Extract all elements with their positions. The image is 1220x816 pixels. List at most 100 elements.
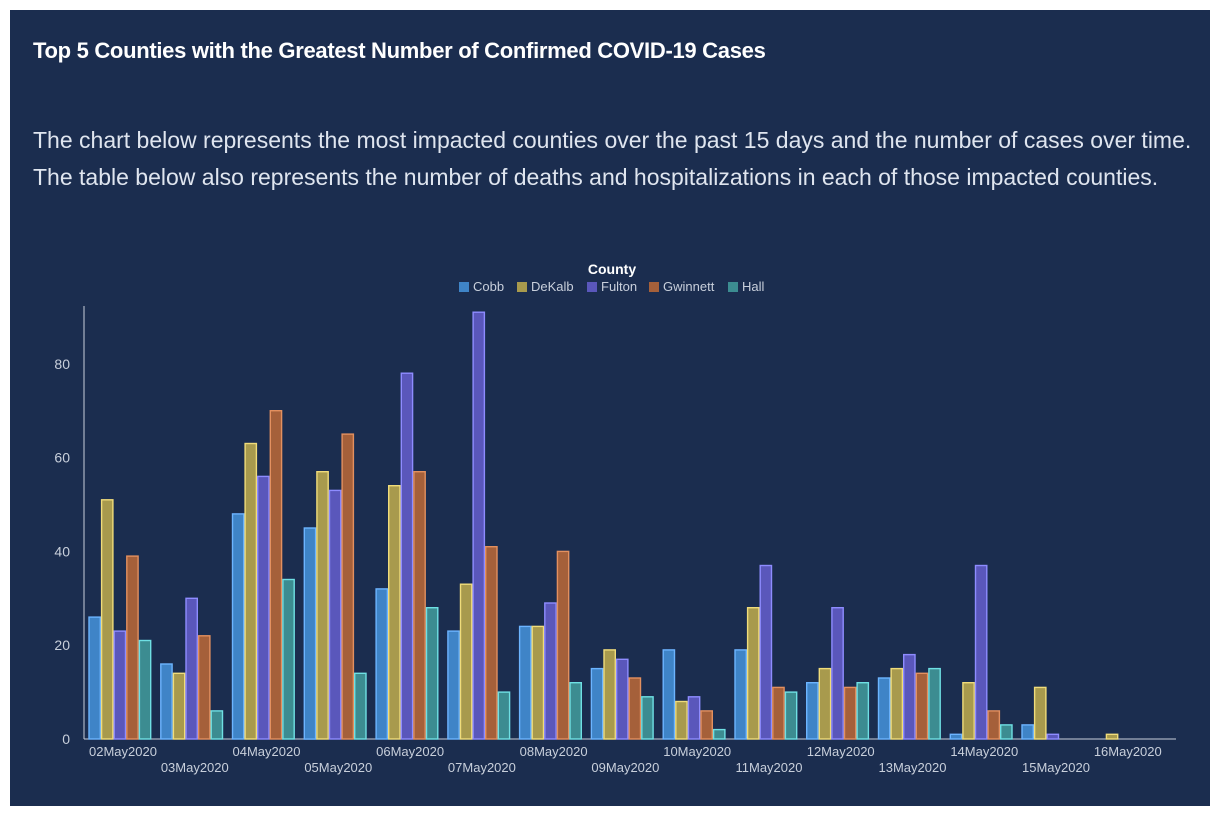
bars[interactable] xyxy=(88,311,1119,740)
bar-hall[interactable] xyxy=(425,607,439,740)
bar-dekalb[interactable] xyxy=(531,625,545,740)
bar-gwinnett[interactable] xyxy=(485,546,498,740)
y-tick-label: 40 xyxy=(54,543,70,559)
x-tick-label: 15May2020 xyxy=(1022,760,1090,775)
bar-hall[interactable] xyxy=(856,682,870,740)
legend-item-gwinnett[interactable]: Gwinnett xyxy=(649,279,715,294)
bar-cobb[interactable] xyxy=(949,733,963,740)
bar-cobb[interactable] xyxy=(231,513,245,740)
x-tick-label: 07May2020 xyxy=(448,760,516,775)
bar-gwinnett[interactable] xyxy=(269,410,283,740)
bar-cobb[interactable] xyxy=(662,649,676,740)
x-tick-label: 13May2020 xyxy=(879,760,947,775)
bar-hall[interactable] xyxy=(354,672,367,740)
bar-cobb[interactable] xyxy=(518,625,532,740)
bar-fulton[interactable] xyxy=(544,602,557,740)
y-tick-label: 60 xyxy=(54,450,70,466)
legend-label: Cobb xyxy=(473,279,504,294)
legend-label: Hall xyxy=(742,279,765,294)
bar-dekalb[interactable] xyxy=(1033,686,1047,740)
chart-description: The chart below represents the most impa… xyxy=(33,127,1192,190)
bar-dekalb[interactable] xyxy=(459,583,473,740)
bar-gwinnett[interactable] xyxy=(556,550,570,740)
bar-dekalb[interactable] xyxy=(890,667,904,740)
legend-swatch xyxy=(649,282,659,292)
x-tick-label: 11May2020 xyxy=(736,760,803,775)
legend-swatch xyxy=(517,282,527,292)
bar-hall[interactable] xyxy=(282,578,295,740)
bar-fulton[interactable] xyxy=(185,597,199,740)
bar-hall[interactable] xyxy=(641,696,654,740)
bar-hall[interactable] xyxy=(138,639,152,740)
bar-hall[interactable] xyxy=(569,682,583,740)
bar-hall[interactable] xyxy=(497,691,511,740)
bar-gwinnett[interactable] xyxy=(843,686,857,740)
bar-dekalb[interactable] xyxy=(1105,733,1119,740)
bar-fulton[interactable] xyxy=(328,489,342,740)
bar-fulton[interactable] xyxy=(615,658,629,740)
bar-cobb[interactable] xyxy=(375,588,389,740)
bar-dekalb[interactable] xyxy=(818,667,832,740)
bar-cobb[interactable] xyxy=(806,682,819,740)
bar-dekalb[interactable] xyxy=(603,649,617,740)
bar-hall[interactable] xyxy=(1000,724,1013,740)
y-tick-label: 80 xyxy=(54,356,70,372)
bar-fulton[interactable] xyxy=(759,564,773,740)
bar-fulton[interactable] xyxy=(400,372,414,740)
bar-dekalb[interactable] xyxy=(316,471,329,740)
bar-cobb[interactable] xyxy=(303,527,317,740)
bar-gwinnett[interactable] xyxy=(413,471,426,740)
bar-fulton[interactable] xyxy=(113,630,127,740)
bar-fulton[interactable] xyxy=(472,311,486,740)
bar-fulton[interactable] xyxy=(903,653,916,740)
x-tick-label: 14May2020 xyxy=(950,744,1018,759)
bar-fulton[interactable] xyxy=(974,564,988,740)
x-tick-label: 09May2020 xyxy=(591,760,659,775)
bar-fulton[interactable] xyxy=(831,607,844,740)
legend-swatch xyxy=(459,282,469,292)
bar-cobb[interactable] xyxy=(447,630,460,740)
bar-dekalb[interactable] xyxy=(746,607,760,740)
x-tick-label: 03May2020 xyxy=(161,760,229,775)
bar-cobb[interactable] xyxy=(734,649,748,740)
bar-cobb[interactable] xyxy=(590,667,604,740)
legend-item-cobb[interactable]: Cobb xyxy=(459,279,504,294)
bar-gwinnett[interactable] xyxy=(772,686,785,740)
bar-cobb[interactable] xyxy=(160,663,173,740)
legend-item-hall[interactable]: Hall xyxy=(728,279,765,294)
bar-fulton[interactable] xyxy=(687,696,701,740)
bar-gwinnett[interactable] xyxy=(341,433,355,740)
bar-hall[interactable] xyxy=(712,728,726,740)
legend-title: County xyxy=(588,261,636,277)
bar-gwinnett[interactable] xyxy=(126,555,139,740)
bar-dekalb[interactable] xyxy=(675,700,688,740)
legend-item-dekalb[interactable]: DeKalb xyxy=(517,279,574,294)
bar-gwinnett[interactable] xyxy=(628,677,642,740)
legend[interactable]: Cobb DeKalb Fulton Gwinnett Hall xyxy=(459,279,765,294)
bar-dekalb[interactable] xyxy=(962,682,975,740)
legend-swatch xyxy=(587,282,597,292)
bar-cobb[interactable] xyxy=(877,677,891,740)
bar-dekalb[interactable] xyxy=(172,672,186,740)
page-title: Top 5 Counties with the Greatest Number … xyxy=(33,38,766,63)
bar-cobb[interactable] xyxy=(1021,724,1035,740)
bar-gwinnett[interactable] xyxy=(197,635,211,740)
bar-gwinnett[interactable] xyxy=(915,672,929,740)
bar-hall[interactable] xyxy=(928,667,941,740)
legend-item-fulton[interactable]: Fulton xyxy=(587,279,637,294)
bar-dekalb[interactable] xyxy=(100,499,114,740)
bar-fulton[interactable] xyxy=(1046,733,1060,740)
x-tick-label: 16May2020 xyxy=(1094,744,1162,759)
bar-gwinnett[interactable] xyxy=(987,710,1001,740)
bar-hall[interactable] xyxy=(784,691,798,740)
legend-label: Fulton xyxy=(601,279,637,294)
bar-dekalb[interactable] xyxy=(244,442,258,740)
bar-gwinnett[interactable] xyxy=(700,710,714,740)
bar-fulton[interactable] xyxy=(257,475,270,740)
y-tick-label: 20 xyxy=(54,637,70,653)
bar-hall[interactable] xyxy=(210,710,224,740)
x-tick-label: 04May2020 xyxy=(233,744,301,759)
bar-cobb[interactable] xyxy=(88,616,102,740)
bar-dekalb[interactable] xyxy=(388,485,401,740)
